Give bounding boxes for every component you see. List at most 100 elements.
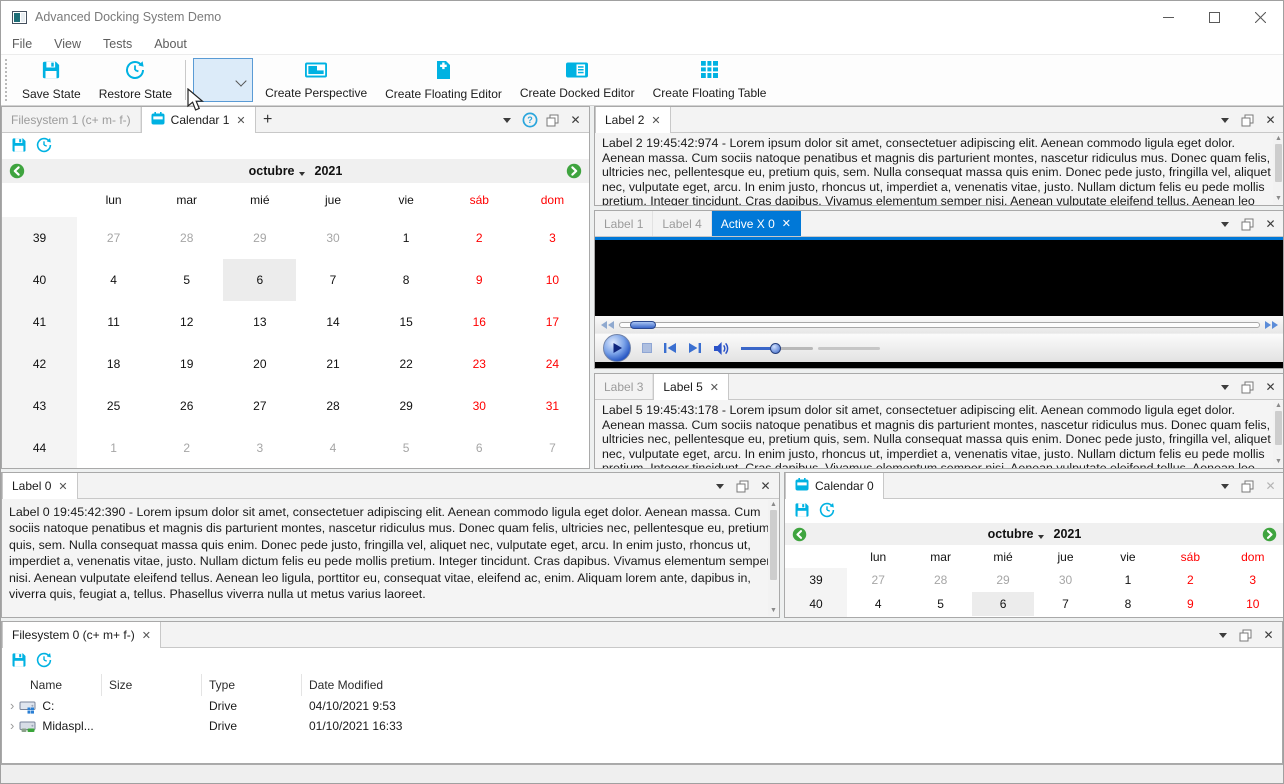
tab-label0[interactable]: Label 0 ✕ (2, 473, 78, 499)
create-floating-editor-button[interactable]: Create Floating Editor (376, 56, 511, 104)
calendar-day[interactable]: 19 (180, 357, 194, 371)
tab-label5[interactable]: Label 5 ✕ (653, 374, 729, 400)
calendar-day[interactable]: 17 (1222, 616, 1283, 617)
minimize-button[interactable] (1145, 1, 1191, 33)
calendar-day[interactable]: 17 (545, 315, 560, 329)
rewind-icon[interactable] (601, 320, 614, 329)
save-icon[interactable] (794, 502, 810, 521)
restore-state-button[interactable]: Restore State (90, 56, 181, 104)
calendar-day[interactable]: 3 (1249, 573, 1257, 587)
calendar-day[interactable]: 4 (874, 597, 882, 611)
detach-button[interactable] (1236, 626, 1255, 645)
month-label[interactable]: octubre (987, 527, 1034, 541)
calendar-day[interactable]: 13 (253, 315, 267, 329)
tab-label3[interactable]: Label 3 (595, 374, 654, 399)
detach-button[interactable] (1238, 111, 1257, 130)
calendar-day[interactable]: 1 (110, 441, 117, 455)
dock-close-button[interactable]: ✕ (1259, 626, 1278, 645)
next-month-button[interactable] (1262, 527, 1277, 542)
calendar-day[interactable]: 2 (183, 441, 191, 455)
calendar-month-title[interactable]: octubre 2021 (807, 527, 1262, 541)
calendar-day[interactable]: 24 (545, 357, 560, 371)
calendar-day[interactable]: 11 (847, 616, 909, 617)
calendar-day[interactable]: 30 (326, 231, 340, 245)
detach-button[interactable] (543, 111, 562, 130)
tab-calendar0[interactable]: Calendar 0 (785, 473, 884, 499)
year-label[interactable]: 2021 (1053, 527, 1082, 541)
dock-menu-button[interactable] (497, 111, 516, 130)
column-header-name[interactable]: Name (2, 674, 102, 696)
year-label[interactable]: 2021 (314, 164, 343, 178)
volume-icon[interactable] (713, 341, 730, 356)
dock-menu-button[interactable] (1215, 111, 1234, 130)
menu-view[interactable]: View (54, 36, 82, 51)
calendar-day[interactable]: 6 (971, 592, 1035, 616)
calendar-day[interactable]: 13 (972, 616, 1034, 617)
calendar-day[interactable]: 27 (106, 231, 121, 245)
calendar-day[interactable]: 28 (180, 231, 194, 245)
tab-filesystem0[interactable]: Filesystem 0 (c+ m+ f-) ✕ (2, 622, 161, 648)
volume-knob[interactable] (770, 342, 781, 354)
calendar-day[interactable]: 8 (1124, 597, 1132, 611)
maximize-button[interactable] (1191, 1, 1237, 33)
tab-calendar1[interactable]: Calendar 1 ✕ (140, 107, 256, 133)
close-button[interactable] (1237, 1, 1283, 33)
calendar-day[interactable]: 11 (107, 315, 120, 329)
calendar-day[interactable]: 16 (472, 315, 486, 329)
calendar-day[interactable]: 23 (472, 357, 486, 371)
label0-scrollbar[interactable]: ▲ ▼ (768, 500, 779, 616)
calendar-day[interactable]: 20 (253, 357, 267, 371)
scroll-thumb[interactable] (1275, 411, 1282, 445)
calendar-day[interactable]: 5 (402, 441, 410, 455)
tab-close-icon[interactable]: ✕ (651, 114, 661, 127)
calendar-day[interactable]: 29 (253, 231, 267, 245)
calendar-day[interactable]: 1 (402, 231, 410, 245)
calendar-day[interactable]: 10 (1246, 597, 1260, 611)
column-header-size[interactable]: Size (102, 674, 202, 696)
tab-label2[interactable]: Label 2 ✕ (595, 107, 671, 133)
video-area[interactable] (595, 240, 1283, 316)
calendar-day[interactable]: 22 (399, 357, 413, 371)
menu-file[interactable]: File (12, 36, 33, 51)
calendar-day[interactable]: 31 (545, 399, 560, 413)
month-label[interactable]: octubre (248, 164, 295, 178)
expand-chevron-icon[interactable]: › (10, 698, 15, 713)
help-button[interactable]: ? (520, 111, 539, 130)
label2-scrollbar[interactable]: ▲ ▼ (1273, 134, 1283, 204)
save-icon[interactable] (11, 652, 27, 671)
column-header-date-modified[interactable]: Date Modified (309, 678, 384, 692)
next-month-button[interactable] (566, 163, 582, 179)
restore-history-icon[interactable] (36, 137, 52, 156)
detach-button[interactable] (1238, 378, 1257, 397)
menu-about[interactable]: About (154, 36, 187, 51)
calendar-day[interactable]: 2 (475, 231, 483, 245)
calendar-day[interactable]: 15 (1097, 616, 1159, 617)
create-floating-table-button[interactable]: Create Floating Table (644, 56, 776, 104)
dock-close-button[interactable]: ✕ (1261, 477, 1280, 496)
calendar-day[interactable]: 30 (1058, 573, 1073, 587)
calendar-day[interactable]: 5 (183, 273, 191, 287)
seek-thumb[interactable] (630, 320, 656, 329)
scroll-up-icon[interactable]: ▲ (1275, 135, 1282, 142)
calendar-day[interactable]: 4 (329, 441, 337, 455)
tab-filesystem1[interactable]: Filesystem 1 (c+ m- f-) (2, 107, 141, 132)
previous-button[interactable] (663, 342, 677, 354)
calendar-day[interactable]: 10 (545, 273, 560, 287)
scroll-up-icon[interactable]: ▲ (1275, 402, 1282, 409)
calendar-day[interactable]: 27 (871, 573, 885, 587)
toolbar-drag-handle[interactable] (5, 59, 9, 101)
tab-activex0[interactable]: Active X 0 ✕ (711, 211, 801, 236)
calendar-month-title[interactable]: octubre 2021 (25, 164, 566, 178)
dock-close-button[interactable]: ✕ (756, 477, 775, 496)
detach-button[interactable] (1238, 477, 1257, 496)
calendar-day[interactable]: 1 (1124, 573, 1132, 587)
calendar-day[interactable]: 21 (326, 357, 340, 371)
label5-scrollbar[interactable]: ▲ ▼ (1273, 401, 1283, 467)
calendar-day[interactable]: 7 (549, 441, 556, 455)
calendar-day[interactable]: 12 (909, 616, 971, 617)
calendar-day[interactable]: 6 (475, 441, 483, 455)
calendar-day[interactable]: 16 (1159, 616, 1221, 617)
tab-close-icon[interactable]: ✕ (58, 480, 68, 493)
calendar-day[interactable]: 28 (933, 573, 948, 587)
calendar-day[interactable]: 5 (937, 597, 944, 611)
